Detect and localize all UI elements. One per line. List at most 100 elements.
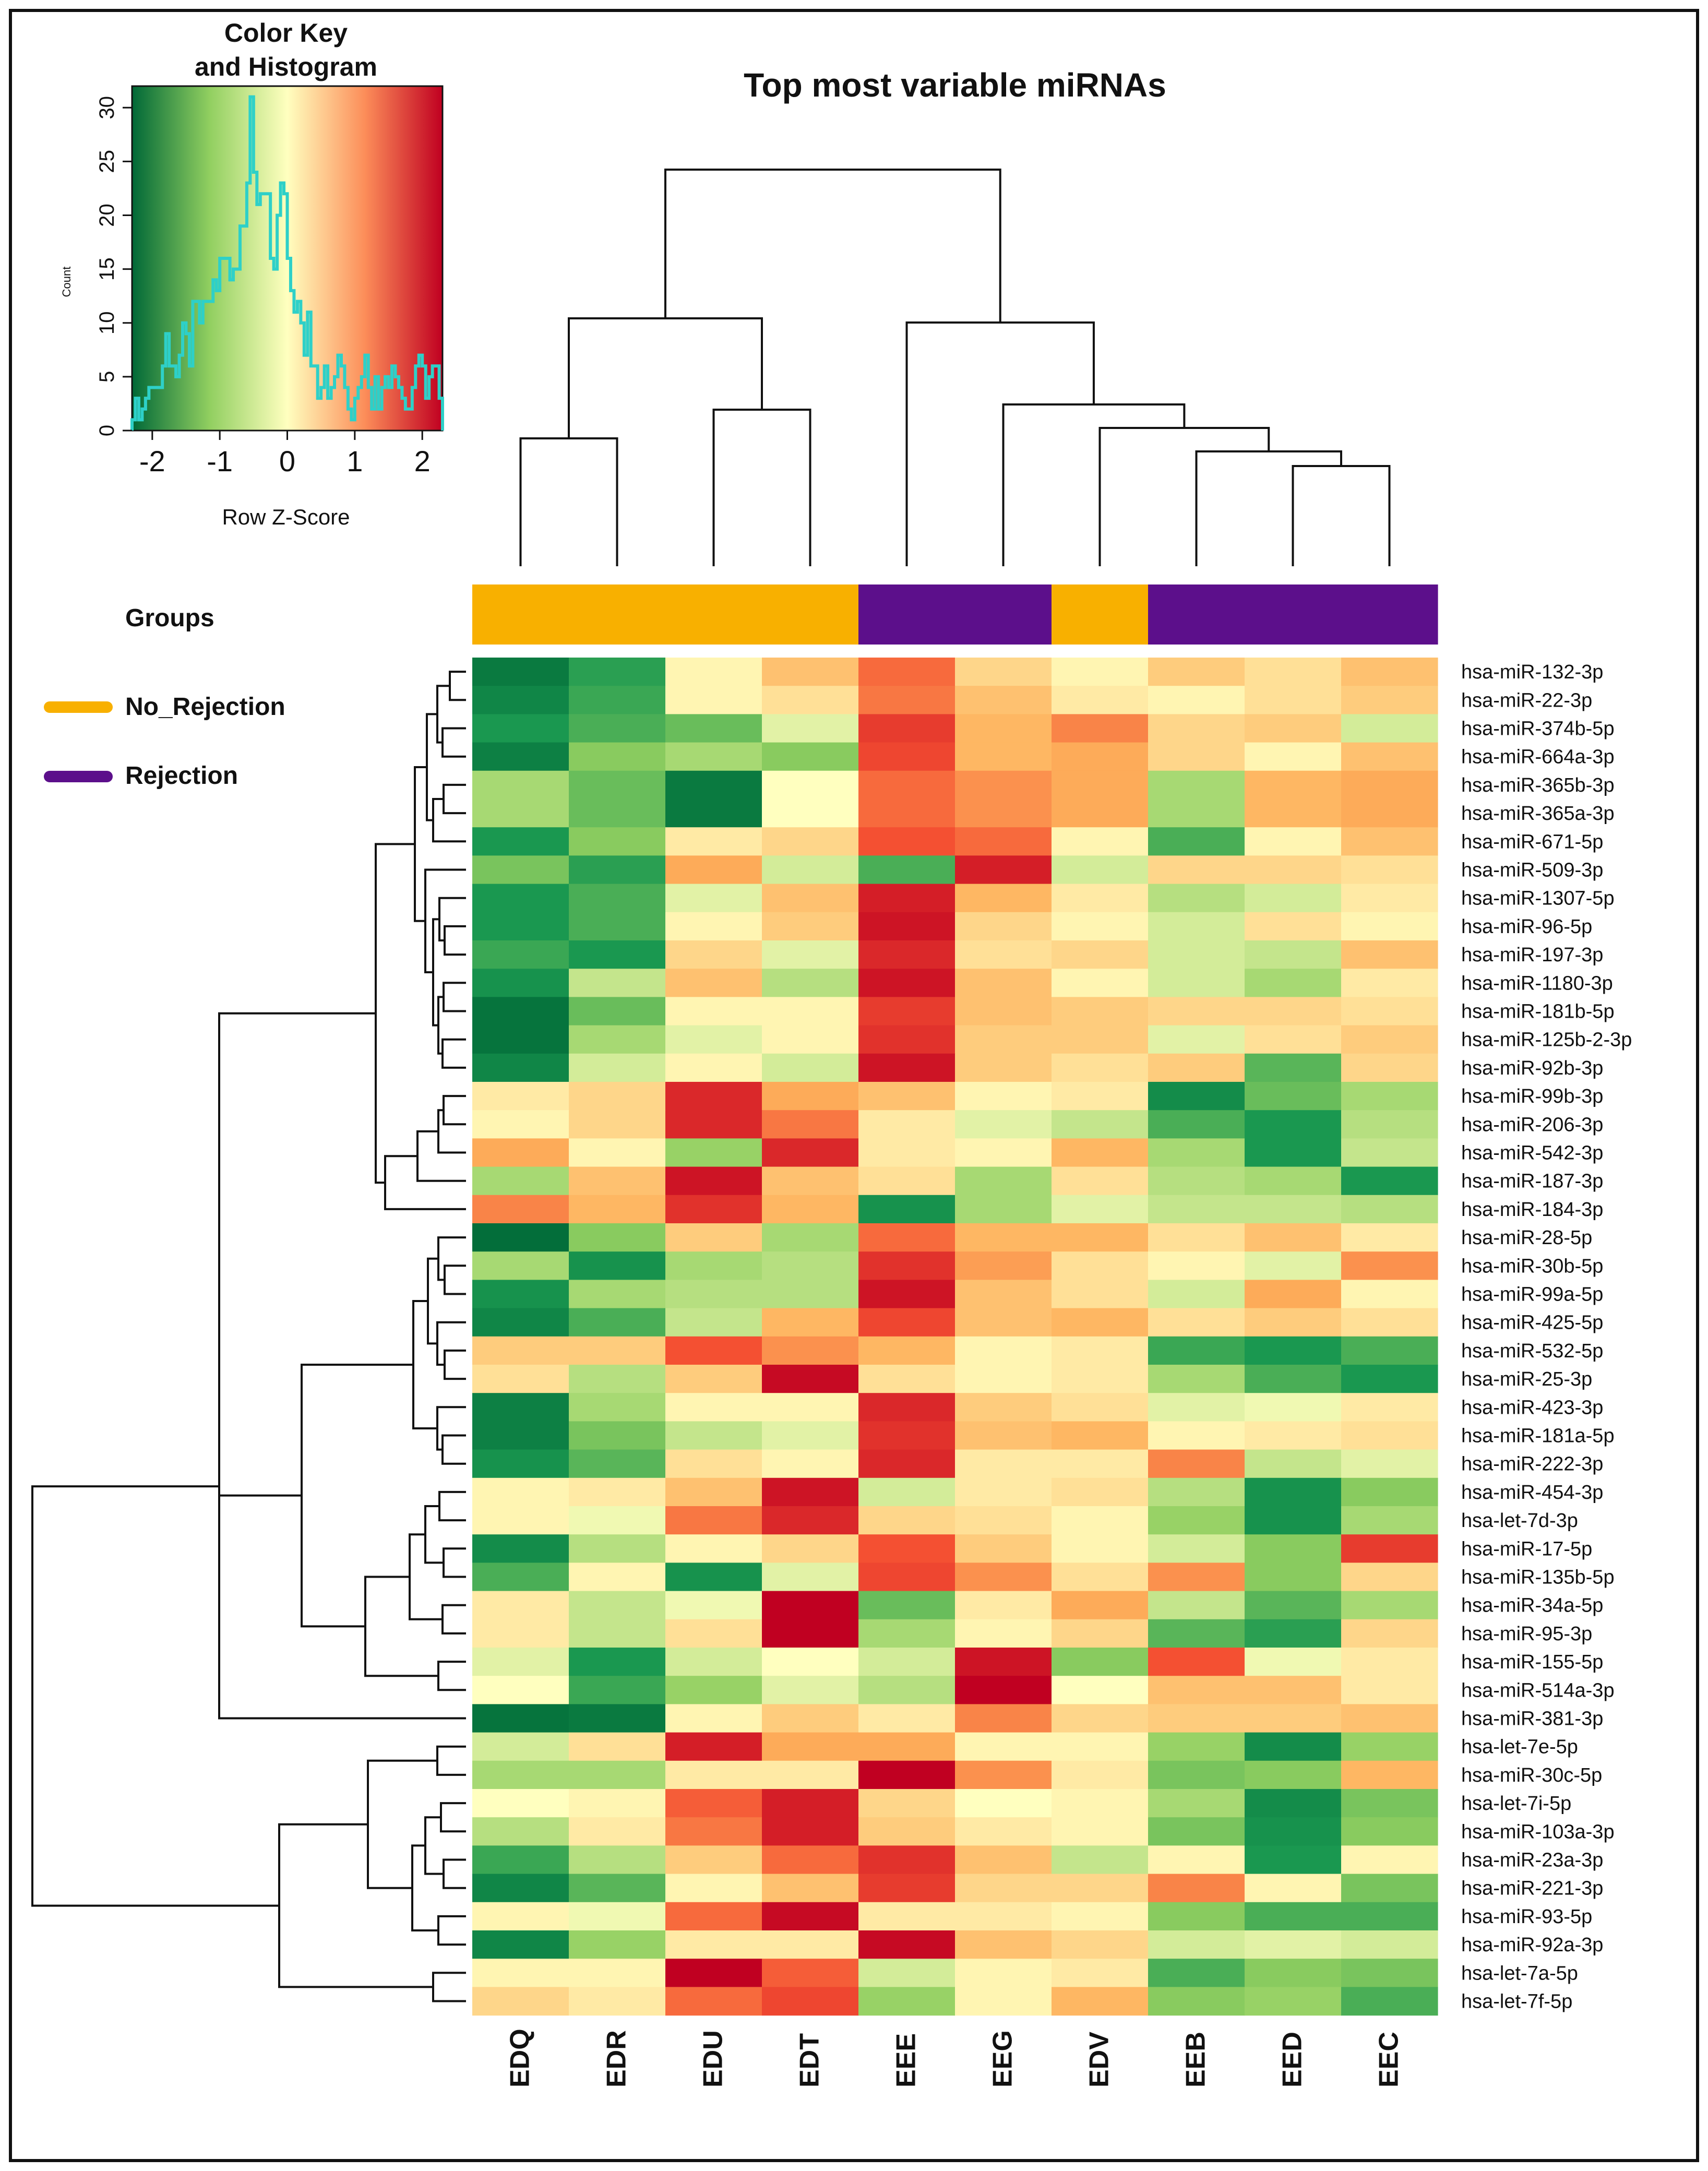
column-label: EED bbox=[1277, 2032, 1308, 2088]
heatmap-cell bbox=[472, 912, 569, 941]
row-label: hsa-miR-365b-3p bbox=[1461, 774, 1615, 796]
heatmap-cell bbox=[665, 1280, 762, 1309]
heatmap-cell bbox=[1052, 1704, 1149, 1733]
heatmap-cell bbox=[858, 912, 955, 941]
heatmap-cell bbox=[1341, 884, 1438, 913]
heatmap-cell bbox=[1052, 997, 1149, 1026]
heatmap-cell bbox=[1148, 1619, 1245, 1648]
heatmap-cell bbox=[858, 1449, 955, 1478]
heatmap-cell bbox=[472, 1025, 569, 1054]
heatmap-cell bbox=[858, 1704, 955, 1733]
heatmap-cell bbox=[569, 1676, 666, 1704]
row-label: hsa-miR-222-3p bbox=[1461, 1453, 1603, 1475]
heatmap-cell bbox=[955, 884, 1052, 913]
heatmap-cell bbox=[762, 1506, 859, 1535]
heatmap-cell bbox=[472, 1393, 569, 1422]
heatmap-cell bbox=[955, 969, 1052, 997]
heatmap-cell bbox=[762, 1280, 859, 1309]
heatmap-cell bbox=[762, 1195, 859, 1224]
heatmap-cell bbox=[665, 884, 762, 913]
row-label: hsa-miR-135b-5p bbox=[1461, 1567, 1615, 1589]
heatmap-cell bbox=[955, 1676, 1052, 1704]
heatmap-cell bbox=[1341, 940, 1438, 969]
heatmap-cell bbox=[1245, 1789, 1342, 1818]
heatmap-cell bbox=[665, 658, 762, 686]
heatmap-cell bbox=[472, 1704, 569, 1733]
color-key-x-tick-label: -1 bbox=[207, 445, 233, 478]
heatmap-cell bbox=[569, 912, 666, 941]
group-bar-cell bbox=[955, 584, 1052, 645]
heatmap-cell bbox=[569, 1053, 666, 1082]
heatmap-cell bbox=[1245, 1676, 1342, 1704]
heatmap-cell bbox=[472, 827, 569, 856]
heatmap-cell bbox=[1341, 912, 1438, 941]
heatmap-cell bbox=[1341, 1166, 1438, 1196]
heatmap-cell bbox=[762, 1393, 859, 1422]
heatmap-cell bbox=[665, 1591, 762, 1620]
heatmap-cell bbox=[472, 1959, 569, 1987]
heatmap-cell bbox=[762, 884, 859, 913]
column-label: EEE bbox=[891, 2033, 922, 2088]
heatmap-cell bbox=[665, 1534, 762, 1563]
heatmap-cell bbox=[955, 1477, 1052, 1507]
heatmap-cell bbox=[1341, 1591, 1438, 1620]
heatmap-cell bbox=[665, 1562, 762, 1592]
heatmap-cell bbox=[665, 1760, 762, 1790]
heatmap-cell bbox=[1052, 1987, 1149, 2016]
heatmap-cell bbox=[1052, 1138, 1149, 1167]
heatmap-cell bbox=[955, 997, 1052, 1026]
groups-legend-title: Groups bbox=[125, 604, 214, 632]
heatmap-cell bbox=[858, 1676, 955, 1704]
heatmap-cell bbox=[1052, 940, 1149, 969]
row-label: hsa-let-7e-5p bbox=[1461, 1736, 1578, 1758]
heatmap-cell bbox=[665, 1477, 762, 1507]
heatmap-cell bbox=[858, 1591, 955, 1620]
heatmap-cell bbox=[762, 969, 859, 997]
heatmap-cell bbox=[1052, 1025, 1149, 1054]
heatmap-cell bbox=[1341, 770, 1438, 800]
heatmap-cell bbox=[1341, 855, 1438, 885]
row-label: hsa-miR-92b-3p bbox=[1461, 1057, 1603, 1079]
heatmap-cell bbox=[665, 1789, 762, 1818]
heatmap-cell bbox=[955, 912, 1052, 941]
heatmap-cell bbox=[858, 1336, 955, 1365]
heatmap-cell bbox=[665, 969, 762, 997]
heatmap-cell bbox=[472, 1874, 569, 1903]
heatmap-cell bbox=[858, 770, 955, 800]
row-label: hsa-let-7i-5p bbox=[1461, 1793, 1571, 1815]
heatmap-cell bbox=[1052, 1874, 1149, 1903]
heatmap-cell bbox=[472, 1082, 569, 1111]
column-label: EDQ bbox=[505, 2029, 535, 2088]
heatmap-cell bbox=[955, 1930, 1052, 1959]
heatmap-cell bbox=[858, 1845, 955, 1875]
chart-title: Top most variable miRNAs bbox=[744, 66, 1166, 104]
color-key-title-line1: Color Key bbox=[224, 18, 348, 47]
column-label: EEC bbox=[1374, 2032, 1404, 2088]
heatmap-cell bbox=[955, 1648, 1052, 1676]
row-label: hsa-miR-30b-5p bbox=[1461, 1255, 1603, 1277]
heatmap-cell bbox=[955, 1025, 1052, 1054]
heatmap-cell bbox=[955, 1308, 1052, 1337]
heatmap-cell bbox=[858, 1025, 955, 1054]
heatmap-cell bbox=[569, 1336, 666, 1365]
heatmap-cell bbox=[955, 1138, 1052, 1167]
heatmap-cell bbox=[1052, 912, 1149, 941]
row-label: hsa-miR-99a-5p bbox=[1461, 1284, 1603, 1306]
heatmap-cell bbox=[569, 1902, 666, 1931]
heatmap-cell bbox=[569, 940, 666, 969]
heatmap-cell bbox=[665, 1365, 762, 1393]
heatmap-cell bbox=[569, 855, 666, 885]
heatmap-cell bbox=[1148, 1110, 1245, 1139]
row-label: hsa-miR-374b-5p bbox=[1461, 718, 1615, 740]
group-bar-cell bbox=[472, 584, 569, 645]
heatmap-cell bbox=[762, 1110, 859, 1139]
heatmap-cell bbox=[569, 1704, 666, 1733]
heatmap-cell bbox=[858, 658, 955, 686]
heatmap-cell bbox=[569, 884, 666, 913]
heatmap-cell bbox=[1052, 855, 1149, 885]
column-label: EEB bbox=[1181, 2032, 1211, 2088]
heatmap-cell bbox=[1341, 714, 1438, 743]
heatmap-cell bbox=[569, 1223, 666, 1252]
